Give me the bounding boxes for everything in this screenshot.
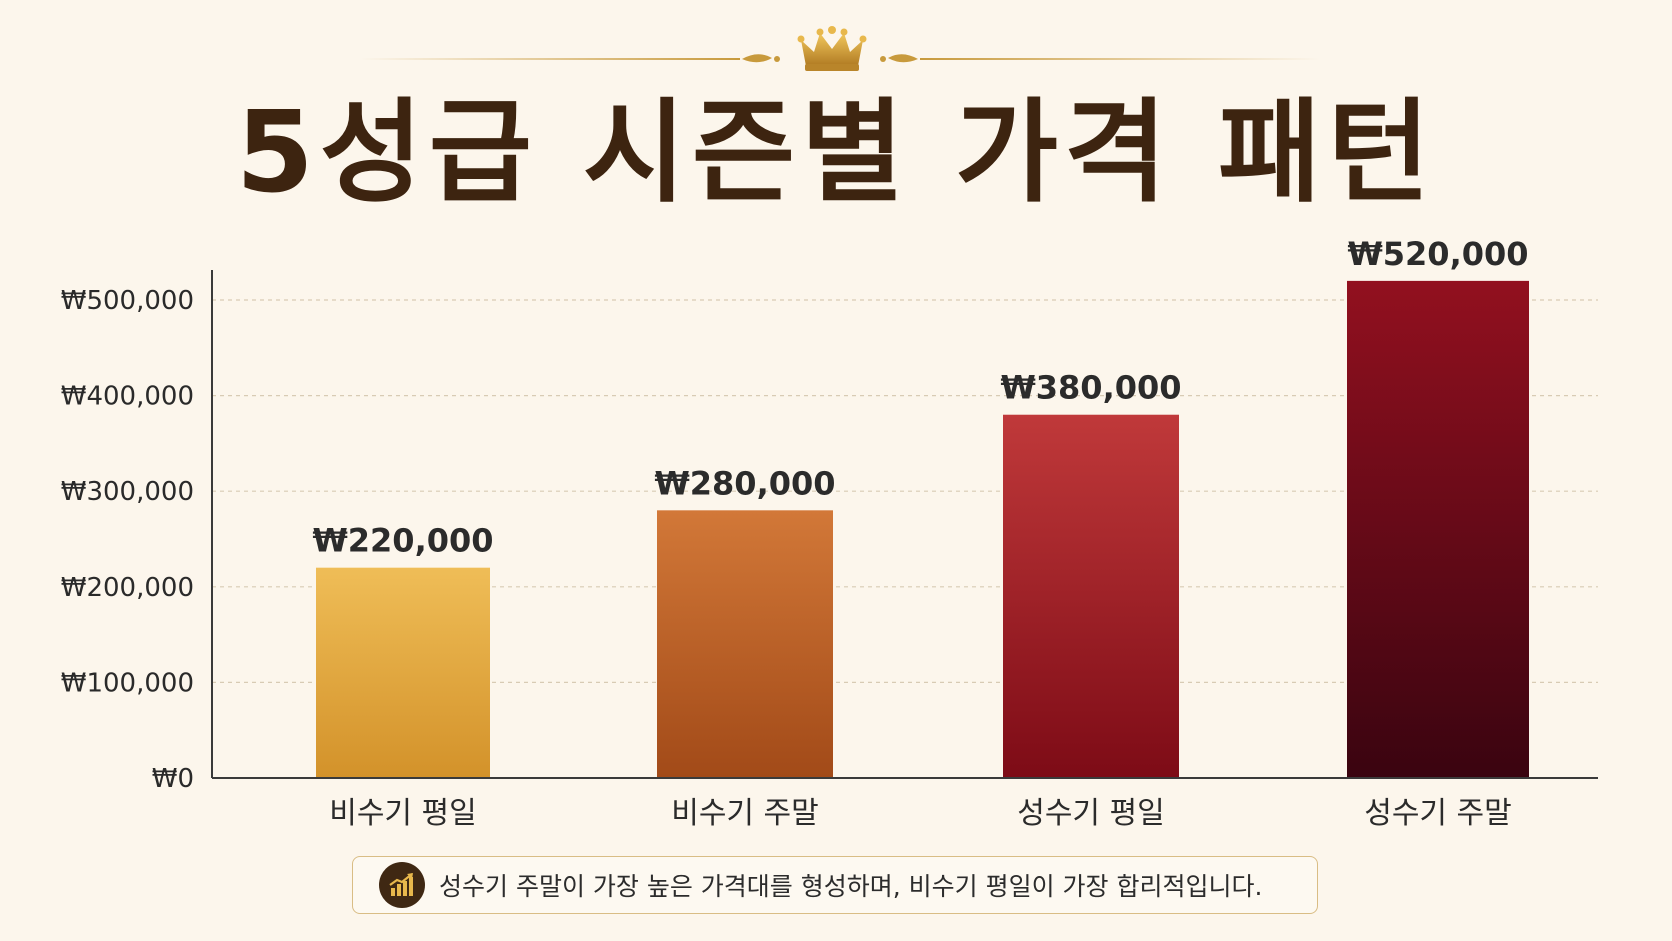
ornament-line-right	[920, 58, 1320, 60]
summary-note-text: 성수기 주말이 가장 높은 가격대를 형성하며, 비수기 평일이 가장 합리적입…	[439, 872, 1263, 901]
bar	[1003, 414, 1179, 778]
y-tick-label: ₩500,000	[61, 286, 194, 316]
crown-icon	[797, 26, 867, 71]
y-tick-label: ₩100,000	[61, 668, 194, 698]
y-tick-label: ₩400,000	[61, 382, 194, 412]
y-tick-label: ₩200,000	[61, 573, 194, 603]
x-tick-label: 성수기 평일	[1017, 796, 1165, 831]
y-tick-label: ₩0	[152, 764, 194, 794]
bar-value-label: ₩220,000	[312, 522, 493, 560]
bar-value-label: ₩280,000	[654, 464, 835, 502]
ornament-flourish-right	[880, 54, 918, 63]
bar	[1347, 280, 1529, 778]
bar-value-label: ₩520,000	[1347, 235, 1528, 273]
bar	[657, 510, 833, 778]
x-tick-label: 비수기 주말	[671, 796, 819, 831]
x-tick-label: 성수기 주말	[1364, 796, 1512, 831]
x-tick-label: 비수기 평일	[329, 796, 477, 831]
y-tick-label: ₩300,000	[61, 477, 194, 507]
ornament-flourish-left	[742, 54, 780, 63]
summary-note: 성수기 주말이 가장 높은 가격대를 형성하며, 비수기 평일이 가장 합리적입…	[352, 856, 1318, 914]
bar-value-label: ₩380,000	[1000, 369, 1181, 407]
title-ornament	[360, 26, 1320, 71]
ornament-line-left	[360, 58, 740, 60]
bar	[316, 567, 490, 778]
rising-bar-chart-icon	[379, 862, 425, 908]
chart-title: 5성급 시즌별 가격 패턴	[235, 88, 1437, 218]
